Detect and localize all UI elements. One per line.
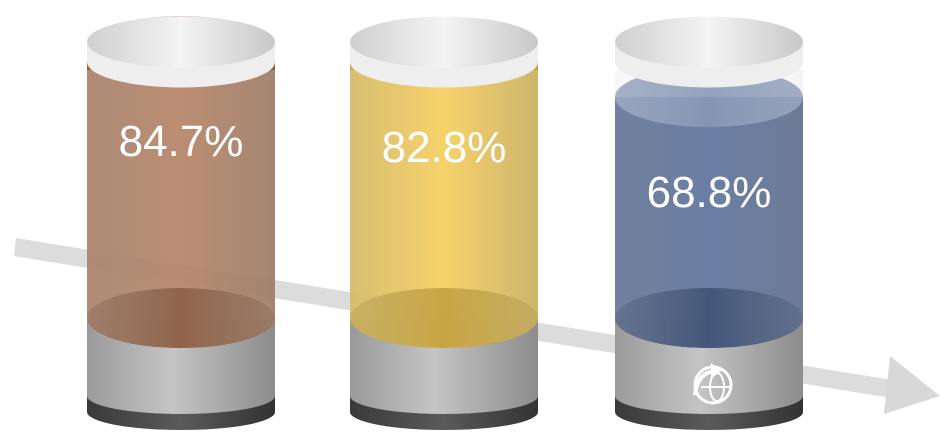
cap-top bbox=[615, 16, 803, 68]
value-label: 68.8% bbox=[647, 168, 772, 217]
glass-tube bbox=[87, 70, 275, 348]
glass-tube bbox=[615, 70, 803, 348]
cylinder-1: 84.7% bbox=[87, 16, 275, 430]
value-label: 84.7% bbox=[119, 117, 244, 166]
globe-arrow-icon bbox=[693, 363, 733, 405]
value-label: 82.8% bbox=[382, 123, 507, 172]
glass-tube bbox=[350, 70, 538, 348]
cylinder-2: 82.8% bbox=[350, 16, 538, 430]
cap-top bbox=[350, 16, 538, 68]
cylinder-3: 68.8% bbox=[615, 16, 803, 430]
cap-top bbox=[87, 16, 275, 68]
